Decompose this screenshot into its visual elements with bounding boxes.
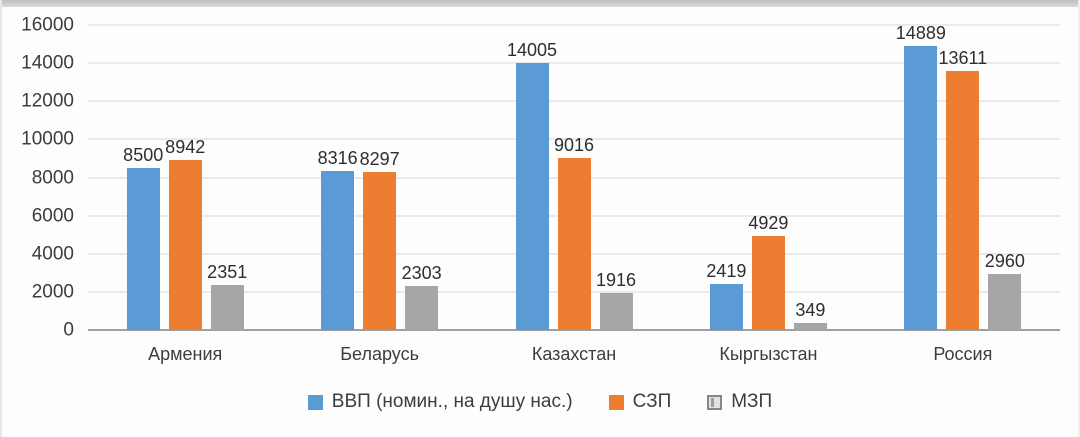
y-tick-label: 4000	[31, 243, 74, 265]
bar-series-1: 9016	[554, 136, 594, 330]
legend-swatch-szp	[608, 394, 624, 410]
bar-series-2: 2960	[985, 252, 1025, 330]
bar-series-2: 2303	[402, 264, 442, 330]
legend-item-vvp: ВВП (номин., на душу нас.)	[307, 391, 573, 413]
gridline	[88, 24, 1060, 26]
bar-group: 14889 13611 2960	[866, 24, 1060, 330]
y-tick-label: 2000	[31, 281, 74, 303]
data-label: 1916	[595, 270, 637, 291]
gridline	[88, 138, 1060, 140]
y-tick-label: 0	[63, 319, 74, 341]
bar-series-0: 2419	[706, 262, 746, 330]
y-tick-label: 8000	[31, 167, 74, 188]
x-axis-label: Кыргызстан	[719, 344, 818, 364]
gridline	[88, 62, 1060, 64]
x-axis-label: Беларусь	[340, 344, 419, 364]
data-label: 14005	[506, 40, 558, 61]
bar-group: 8500 8942 2351	[88, 25, 282, 330]
y-tick-label: 14000	[21, 52, 74, 74]
x-axis-labels: Армения Беларусь Казахстан Кыргызстан Россия	[88, 344, 1060, 365]
y-tick-label: 12000	[21, 90, 74, 112]
x-axis-label: Казахстан	[531, 344, 617, 364]
legend-swatch-mzp	[707, 394, 723, 410]
panel-top-border	[2, 0, 1078, 7]
legend-item-szp: СЗП	[608, 391, 672, 413]
data-label: 4929	[748, 213, 789, 234]
legend: ВВП (номин., на душу нас.) СЗП МЗП	[2, 391, 1078, 413]
bar-series-2: 1916	[596, 271, 636, 330]
y-tick-label: 16000	[21, 14, 74, 36]
legend-label-mzp: МЗП	[731, 391, 773, 412]
data-label: 8942	[165, 136, 206, 157]
data-label: 2303	[401, 263, 442, 284]
bar-series-0: 8500	[123, 146, 163, 330]
bar-series-1: 8297	[360, 150, 400, 330]
data-label: 2419	[706, 260, 747, 281]
bar-group: 2419 4929 349	[671, 25, 865, 330]
legend-label-szp: СЗП	[632, 391, 672, 412]
y-tick-label: 6000	[31, 205, 74, 227]
x-axis-label: Россия	[933, 344, 993, 364]
bar-series-0: 8316	[318, 149, 358, 330]
data-label: 13611	[938, 47, 988, 68]
plot-area: 8500 8942 2351 8316 8297 2303 14005 9016 1916 241…	[88, 24, 1060, 331]
y-tick-label: 10000	[21, 128, 74, 150]
bar-series-1: 8942	[165, 138, 205, 330]
bar-group: 8316 8297 2303	[282, 25, 476, 330]
data-label: 2960	[984, 250, 1025, 271]
gridline	[88, 100, 1060, 102]
data-label: 2351	[207, 262, 248, 283]
data-label: 349	[795, 300, 826, 321]
y-axis: 16000 14000 12000 10000 8000 6000 4000 2000 0	[2, 16, 74, 340]
data-label: 14889	[895, 23, 946, 44]
bar-series-1: 4929	[748, 214, 788, 330]
bar-series-0: 14005	[507, 41, 557, 330]
legend-item-mzp: МЗП	[707, 391, 772, 413]
legend-swatch-vvp	[307, 394, 323, 410]
bar-series-2: 349	[793, 301, 827, 330]
data-label: 9016	[553, 135, 595, 156]
legend-label-vvp: ВВП (номин., на душу нас.)	[331, 391, 573, 412]
bar-series-0: 14889	[896, 24, 946, 330]
x-axis-label: Армения	[148, 344, 223, 364]
data-label: 8500	[123, 144, 164, 165]
data-label: 8316	[317, 148, 358, 169]
bar-series-1: 13611	[938, 49, 987, 330]
bar-groups: 8500 8942 2351 8316 8297 2303 14005 9016 1916 241…	[88, 24, 1060, 330]
bar-series-2: 2351	[207, 263, 247, 330]
data-label: 8297	[359, 148, 400, 169]
bar-group: 14005 9016 1916	[477, 25, 671, 330]
x-axis-line	[88, 329, 1060, 331]
